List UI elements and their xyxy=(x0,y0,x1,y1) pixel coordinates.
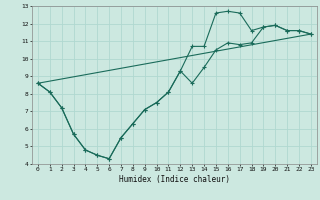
X-axis label: Humidex (Indice chaleur): Humidex (Indice chaleur) xyxy=(119,175,230,184)
